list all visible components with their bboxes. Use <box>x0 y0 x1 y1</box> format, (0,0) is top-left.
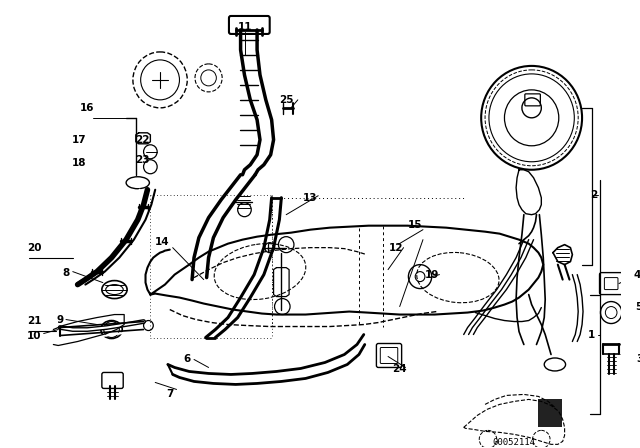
Text: 2: 2 <box>590 190 597 200</box>
Text: 4: 4 <box>634 270 640 280</box>
Text: 23: 23 <box>135 155 150 165</box>
Text: 20: 20 <box>27 243 41 253</box>
Text: 5: 5 <box>635 302 640 311</box>
Bar <box>538 400 562 427</box>
Text: 11: 11 <box>238 22 253 32</box>
Text: 00052114: 00052114 <box>493 438 536 447</box>
Text: 1: 1 <box>588 330 595 340</box>
Text: 18: 18 <box>72 158 87 168</box>
Text: 15: 15 <box>408 220 422 230</box>
Text: 22: 22 <box>135 135 150 145</box>
Text: 6: 6 <box>184 354 191 365</box>
Text: 3: 3 <box>637 354 640 365</box>
Text: 16: 16 <box>80 103 95 113</box>
Text: 13: 13 <box>303 193 317 202</box>
Text: 17: 17 <box>72 135 87 145</box>
Text: 8: 8 <box>62 267 70 278</box>
Text: 14: 14 <box>155 237 170 247</box>
Text: 9: 9 <box>56 314 64 324</box>
Text: 25: 25 <box>279 95 293 105</box>
Text: 7: 7 <box>166 389 173 400</box>
Text: 24: 24 <box>392 365 407 375</box>
Text: 10: 10 <box>27 331 41 340</box>
Text: 21: 21 <box>27 315 41 326</box>
Text: 19: 19 <box>424 270 439 280</box>
Text: 12: 12 <box>388 243 403 253</box>
